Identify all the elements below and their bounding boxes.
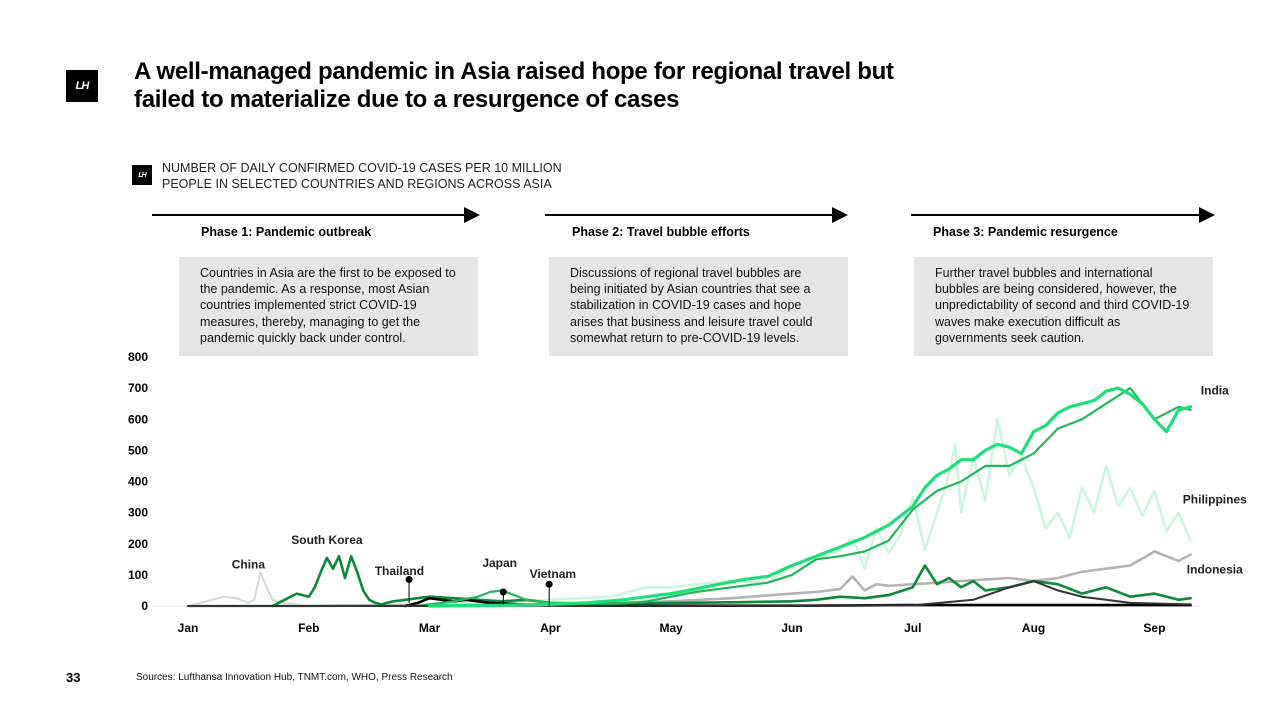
series-line-philippines	[186, 418, 1192, 608]
x-tick-label: Jun	[781, 621, 802, 635]
series-annotation-label: China	[232, 558, 266, 572]
y-tick-label: 700	[128, 381, 148, 395]
annotation-marker-dot	[499, 588, 507, 596]
series-line-china	[187, 570, 310, 607]
x-tick-label: Apr	[540, 621, 561, 635]
x-tick-label: Feb	[298, 621, 319, 635]
chart-subtitle: NUMBER OF DAILY CONFIRMED COVID-19 CASES…	[162, 160, 562, 192]
x-tick-label: Jul	[904, 621, 921, 635]
phase-1-description: Countries in Asia are the first to be ex…	[179, 257, 478, 356]
series-annotation-label: Vietnam	[530, 567, 576, 581]
phase-1-label: Phase 1: Pandemic outbreak	[201, 225, 372, 239]
series-annotation-label: Japan	[482, 556, 517, 570]
brand-logo: LH	[66, 70, 98, 102]
chart-logo: LH	[132, 165, 152, 185]
y-tick-label: 200	[128, 537, 148, 551]
phase-2-description: Discussions of regional travel bubbles a…	[549, 257, 848, 356]
x-tick-label: Mar	[419, 621, 441, 635]
x-tick-label: May	[660, 621, 684, 635]
y-tick-label: 500	[128, 443, 148, 457]
phase-arrows	[152, 207, 1215, 223]
x-tick-label: Aug	[1022, 621, 1045, 635]
annotation-marker-dot	[405, 576, 413, 584]
series-line-india	[428, 386, 1193, 608]
chart-subtitle-line2: PEOPLE IN SELECTED COUNTRIES AND REGIONS…	[162, 177, 552, 191]
phase-2-label: Phase 2: Travel bubble efforts	[572, 225, 750, 239]
y-tick-label: 0	[141, 599, 148, 613]
y-tick-label: 600	[128, 412, 148, 426]
series-annotation-label: Philippines	[1183, 492, 1247, 506]
series-annotation-label: South Korea	[291, 533, 363, 547]
series-line-japan	[416, 386, 1192, 608]
y-tick-label: 800	[128, 350, 148, 364]
annotation-marker-dot	[545, 580, 553, 588]
page-title: A well-managed pandemic in Asia raised h…	[134, 58, 894, 113]
x-tick-label: Sep	[1143, 621, 1165, 635]
series-annotation-label: Thailand	[375, 564, 424, 578]
phase-3-label: Phase 3: Pandemic resurgence	[933, 225, 1118, 239]
phase-3-description: Further travel bubbles and international…	[914, 257, 1213, 356]
brand-logo-text: LH	[75, 80, 90, 92]
series-annotation-label: Indonesia	[1187, 562, 1243, 576]
covid-cases-chart: 0 100 200 300 400 500 600 700 800 Jan Feb Mar Apr May…	[128, 350, 1247, 635]
sources-note: Sources: Lufthansa Innovation Hub, TNMT.…	[136, 672, 453, 683]
chart-subtitle-line1: NUMBER OF DAILY CONFIRMED COVID-19 CASES…	[162, 161, 562, 175]
y-tick-label: 100	[128, 568, 148, 582]
y-tick-label: 300	[128, 506, 148, 520]
page-number: 33	[66, 670, 81, 685]
x-tick-label: Jan	[178, 621, 199, 635]
series-annotation-label: India	[1201, 383, 1229, 397]
y-tick-label: 400	[128, 475, 148, 489]
chart-logo-text: LH	[138, 171, 146, 179]
